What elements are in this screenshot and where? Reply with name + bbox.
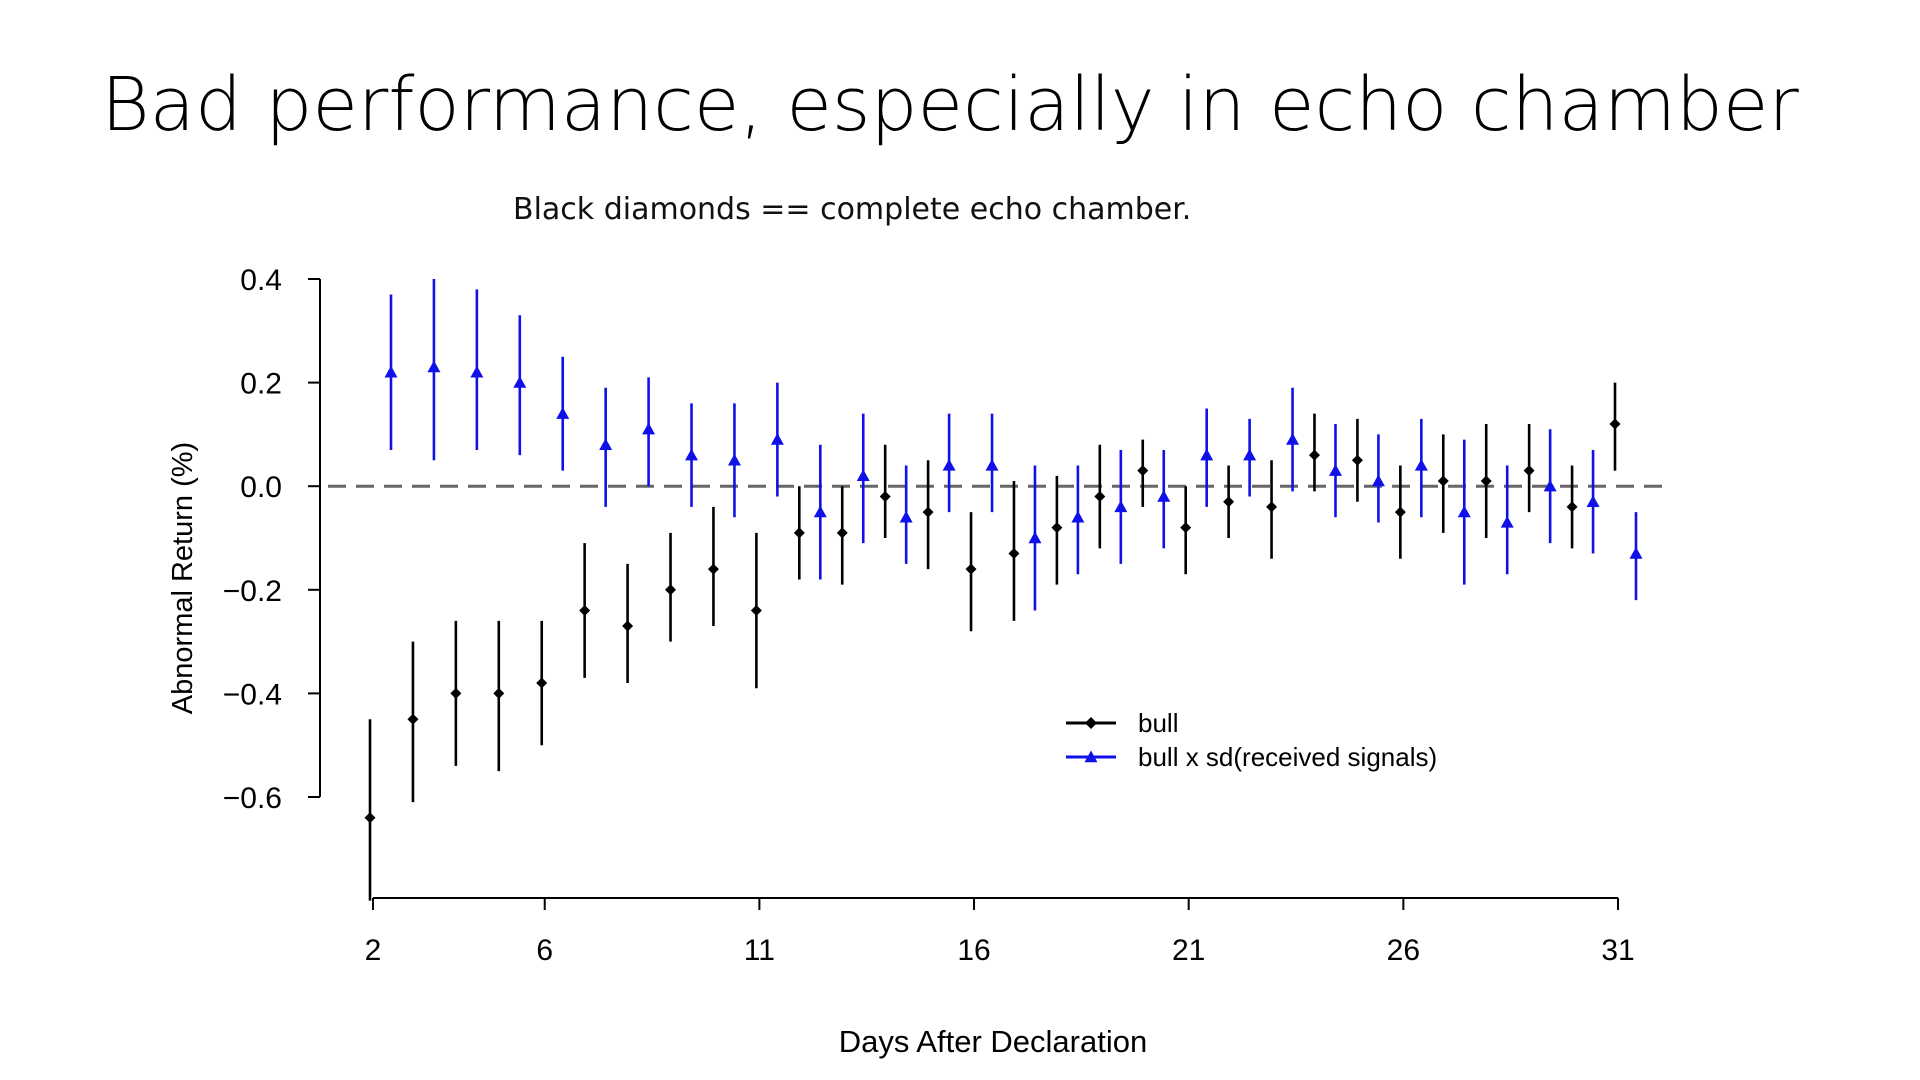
x-tick-label: 31 <box>1601 934 1634 967</box>
data-point <box>1523 465 1535 477</box>
data-point <box>1200 448 1214 461</box>
legend-marker <box>1084 750 1098 763</box>
data-point <box>942 458 956 471</box>
y-axis-label: Abnormal Return (%) <box>167 442 199 714</box>
slide-title: Bad performance, especially in echo cham… <box>101 62 1799 148</box>
data-point <box>1394 506 1406 518</box>
data-point <box>536 677 548 689</box>
data-point <box>642 422 656 435</box>
data-point <box>450 687 462 699</box>
data-point <box>813 505 827 518</box>
data-point <box>1480 475 1492 487</box>
data-point <box>599 438 613 450</box>
data-point <box>1286 433 1300 445</box>
data-point <box>1308 449 1320 461</box>
data-point <box>1437 475 1449 487</box>
data-point <box>1157 490 1171 502</box>
data-point <box>793 527 805 539</box>
data-point <box>622 620 634 632</box>
data-point <box>1566 501 1578 513</box>
data-point <box>1266 501 1278 513</box>
legend-marker <box>1085 717 1097 729</box>
data-point <box>493 687 505 699</box>
data-point <box>407 713 419 725</box>
chart-legend: bull bull x sd(received signals) <box>1066 708 1437 772</box>
data-point <box>770 433 784 445</box>
y-tick-label: −0.2 <box>223 575 282 608</box>
data-point <box>1351 454 1363 466</box>
data-point <box>1008 548 1020 560</box>
data-point <box>1051 522 1063 534</box>
y-tick-label: −0.4 <box>223 678 282 711</box>
data-point <box>685 448 699 461</box>
data-point <box>1114 500 1128 513</box>
data-point <box>727 453 741 466</box>
data-point <box>1371 474 1385 487</box>
chart-axes: 0.40.20.0−0.2−0.4−0.62 6 11 16 21 26 31 <box>223 264 1635 967</box>
data-point <box>1543 479 1557 492</box>
x-tick-label: 2 <box>365 934 382 967</box>
data-point <box>899 510 913 523</box>
data-point <box>1243 448 1257 461</box>
y-tick-label: 0.0 <box>240 471 282 504</box>
data-point <box>1223 496 1235 508</box>
data-point <box>1137 465 1149 477</box>
data-point <box>579 605 591 617</box>
data-point <box>427 360 441 373</box>
data-point <box>879 491 891 503</box>
data-point <box>1500 515 1514 528</box>
data-point <box>922 506 934 518</box>
data-point <box>1094 491 1106 503</box>
x-tick-label: 26 <box>1387 934 1420 967</box>
data-point <box>513 376 527 388</box>
data-point <box>556 407 570 419</box>
data-point <box>836 527 848 539</box>
data-point <box>1609 418 1621 430</box>
series-group <box>364 279 1643 901</box>
data-point <box>856 469 870 482</box>
data-point <box>470 365 484 378</box>
data-point <box>665 584 677 596</box>
data-point <box>750 605 762 617</box>
x-tick-label: 16 <box>957 934 990 967</box>
data-point <box>1180 522 1192 534</box>
data-point <box>1028 531 1042 544</box>
slide-subtitle: Black diamonds == complete echo chamber. <box>513 192 1192 227</box>
data-point <box>1586 495 1600 507</box>
y-tick-label: −0.6 <box>223 782 282 815</box>
series-bull <box>364 382 1621 901</box>
data-point <box>364 812 376 824</box>
data-point <box>384 365 398 378</box>
legend-label: bull <box>1138 708 1178 738</box>
data-point <box>1071 510 1085 523</box>
data-point <box>707 563 719 575</box>
series-bull-x-sd <box>384 279 1643 611</box>
data-point <box>1328 464 1342 476</box>
legend-label: bull x sd(received signals) <box>1138 742 1437 772</box>
data-point <box>1457 505 1471 518</box>
x-tick-label: 21 <box>1172 934 1205 967</box>
data-point <box>1414 458 1428 471</box>
y-tick-label: 0.2 <box>240 368 282 401</box>
y-tick-label: 0.4 <box>240 264 282 297</box>
data-point <box>965 563 977 575</box>
data-point <box>1629 547 1643 559</box>
x-tick-label: 6 <box>536 934 553 967</box>
x-tick-label: 11 <box>744 934 775 967</box>
x-axis-label: Days After Declaration <box>839 1024 1147 1059</box>
data-point <box>985 458 999 471</box>
